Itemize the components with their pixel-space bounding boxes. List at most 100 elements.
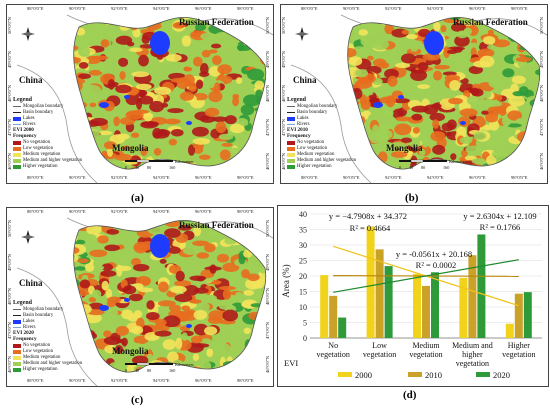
lat-tick-right: 49°0'0"N [539,51,544,69]
legend-swatch [287,106,295,108]
legend-label: Mongolian boundary [297,104,338,110]
lon-tick-top: 90°0'0"E [69,6,86,11]
lat-tick-right: 48°0'0"N [539,85,544,103]
scale-tick: 80 [147,368,152,373]
map-canvas [7,5,273,183]
bar-2010 [422,285,430,338]
legend-year: EVI 2000 [13,126,34,133]
legend-swatch [13,124,21,126]
legend-label: Low vegetation [297,146,327,152]
legend-label: Medium and higher vegetation [23,158,83,164]
legend-label: No vegetation [23,343,51,349]
scale-tick: 160 [443,165,450,170]
lat-tick-left: 49°0'0"N [7,254,12,272]
lat-tick-right: 46°0'0"N [265,356,270,374]
lat-tick-right: 50°0'0"N [265,220,270,238]
legend-label: No vegetation [23,140,51,146]
lat-tick-right: 49°0'0"N [265,51,270,69]
legend-swatch [13,327,21,329]
scale-tick: 80 [421,165,426,170]
lon-tick-bottom: 92°0'0"E [385,175,402,180]
y-tick-label: 5 [303,319,307,328]
scale-tick: 160 [169,368,176,373]
map-caption-c: (c) [131,394,144,406]
label-russia: Russian Federation [179,17,254,27]
bar-2020 [477,234,486,338]
lon-tick-bottom: 92°0'0"E [111,378,128,383]
legend-swatch-2000 [338,372,352,377]
legend-class: Medium and higher vegetation [13,361,95,367]
scale-bar: 0 40 80 160 Kilometers [125,362,197,376]
lat-tick-left: 48°0'0"N [7,288,12,306]
legend-swatch [13,355,21,360]
lon-tick-bottom: 92°0'0"E [111,175,128,180]
legend-class: Low vegetation [13,349,95,355]
scale-tick: 0 [399,165,402,170]
legend-class: Medium and higher vegetation [287,158,369,164]
label-china: China [293,75,317,85]
lon-tick-bottom: 96°0'0"E [195,378,212,383]
north-arrow-icon [21,230,35,244]
legend-label: Rivers [23,325,36,331]
lon-tick-bottom: 94°0'0"E [153,175,170,180]
legend-label-2020: 2020 [493,370,510,380]
legend-swatch-2020 [476,372,490,377]
legend-swatch [13,309,21,311]
lat-tick-right: 48°0'0"N [265,85,270,103]
legend-label: Mongolian boundary [23,104,64,110]
legend-class: No vegetation [13,343,95,349]
lon-tick-top: 90°0'0"E [69,209,86,214]
legend-item: Rivers [287,122,369,128]
scale-bar-graphic [125,362,173,366]
lat-tick-left: 50°0'0"N [7,220,12,238]
legend-label: Rivers [23,122,36,128]
lat-tick-left: 48°0'0"N [281,85,286,103]
legend-year: EVI 2010 [287,126,308,133]
legend-swatch [13,343,21,348]
legend-item: Rivers [13,122,95,128]
scale-unit: Kilometers [175,159,194,164]
lat-tick-right: 50°0'0"N [265,17,270,35]
lat-tick-left: 49°0'0"N [281,51,286,69]
lat-tick-left: 50°0'0"N [281,17,286,35]
legend-label: Lakes [23,116,35,122]
lat-tick-left: 47°0'0"N [7,322,12,340]
bar-2000 [413,273,421,338]
scale-bar-graphic [399,159,447,163]
lon-tick-bottom: 88°0'0"E [27,175,44,180]
lon-tick-bottom: 96°0'0"E [195,175,212,180]
y-tick-label: 10 [299,303,307,312]
legend-class: No vegetation [287,140,369,146]
y-axis-label: Area (%) [281,264,291,297]
map-canvas [7,208,273,386]
lat-tick-left: 46°0'0"N [281,153,286,171]
label-mongolia: Mongolia [112,143,149,153]
legend-frequency: Frequency [287,132,311,139]
map-caption-a: (a) [131,192,144,204]
lon-tick-top: 92°0'0"E [111,209,128,214]
north-arrow-icon [21,27,35,41]
legend-class: Medium vegetation [287,152,369,158]
x-tick-label: No vegetation [317,341,350,359]
scale-unit: Kilometers [175,362,194,367]
lon-tick-top: 94°0'0"E [153,6,170,11]
legend-label: Medium vegetation [297,152,335,158]
chart-svg: 0 5 10 15 20 25 30 35 40 Area (%) y = −4.7908x + 3… [281,210,542,380]
map-legend: Legend Mongolian boundary Basin boundary La… [13,97,95,170]
trend-equation: y = -0.0561x + 20.168 [396,249,472,259]
bar-2000 [366,226,375,338]
legend-item: Rivers [13,325,95,331]
chart-caption: (d) [403,389,417,401]
lat-tick-left: 50°0'0"N [7,17,12,35]
lat-tick-right: 49°0'0"N [265,254,270,272]
legend-swatch [287,158,295,163]
legend-item: Mongolian boundary [287,104,369,110]
x-tick-label: Medium and higher vegetation [452,341,493,368]
lat-tick-left: 48°0'0"N [7,85,12,103]
label-china: China [19,278,43,288]
legend-frequency: Frequency [13,335,37,342]
x-tick-label: Higher vegetation [502,341,535,359]
lon-tick-top: 98°0'0"E [237,6,254,11]
bar-2010 [514,293,523,338]
lon-tick-bottom: 90°0'0"E [343,175,360,180]
